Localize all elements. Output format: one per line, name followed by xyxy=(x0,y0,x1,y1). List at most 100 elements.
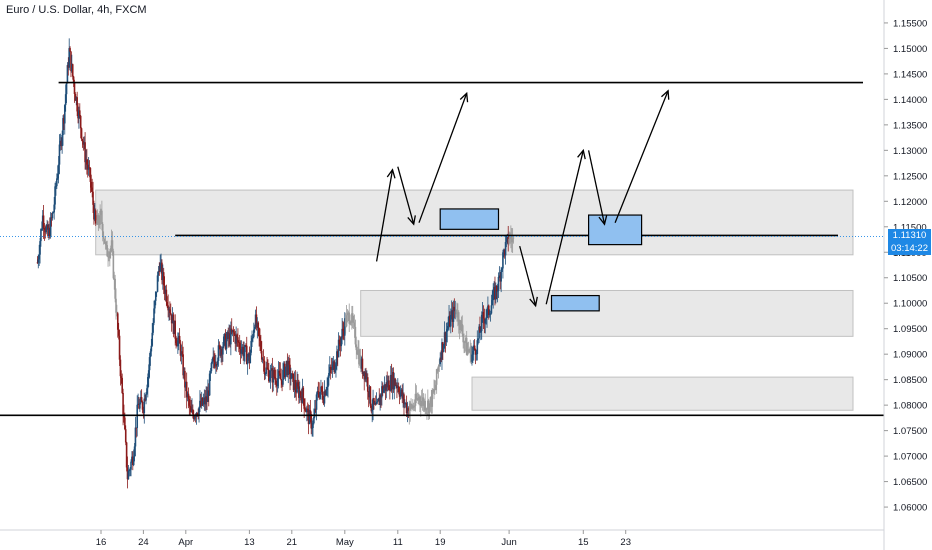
candle-body xyxy=(107,256,109,258)
projection-arrow-path xyxy=(545,150,584,305)
candle-body xyxy=(37,259,40,263)
candle-body xyxy=(461,324,464,334)
candle-body xyxy=(427,400,429,409)
candle-body xyxy=(504,241,507,256)
candle-body xyxy=(260,340,262,351)
candle-body xyxy=(489,313,492,315)
candle-body xyxy=(135,427,138,429)
candle-body xyxy=(235,335,237,344)
candle-body xyxy=(432,389,434,393)
candle-body xyxy=(136,404,139,429)
candle-body xyxy=(205,396,207,405)
candle-body xyxy=(117,329,120,336)
projection-arrow-path xyxy=(519,245,537,306)
candle-body xyxy=(127,471,130,480)
projection-arrow-head xyxy=(661,89,670,100)
candle-body xyxy=(60,140,63,147)
candle-body xyxy=(511,238,514,243)
candle-body xyxy=(377,398,380,401)
candle-body xyxy=(169,312,172,315)
price-axis[interactable]: 1.15500 1.15000 1.14500 1.14000 1.13500 1.130… xyxy=(883,0,927,550)
candle-body xyxy=(220,349,222,356)
price-tick-label: 1.15500 xyxy=(893,18,927,29)
candle-body xyxy=(378,398,381,405)
candle-body xyxy=(429,397,432,404)
candle-body xyxy=(321,391,324,400)
candle-body xyxy=(164,289,167,294)
candle-body xyxy=(92,191,94,205)
candle-body xyxy=(115,298,117,313)
candle-body xyxy=(185,381,187,388)
candle-body xyxy=(230,328,232,345)
candle-body xyxy=(209,371,212,374)
candle-body xyxy=(91,187,93,192)
candle-body xyxy=(52,212,55,214)
candle-body xyxy=(420,400,423,407)
price-tick-label: 1.07500 xyxy=(893,426,927,437)
candle-body xyxy=(196,413,199,416)
candle-body xyxy=(410,403,412,406)
time-axis[interactable]: 16 24 Apr 13 21 May 11 19 Jun 15 23 xyxy=(0,529,884,548)
candle-body xyxy=(426,408,428,410)
candle-body xyxy=(232,330,235,333)
candle-body xyxy=(326,386,328,391)
candle-body xyxy=(495,285,498,292)
candle-body xyxy=(480,314,483,332)
candle-body xyxy=(124,429,127,443)
candle-body xyxy=(228,333,230,339)
candle-body xyxy=(100,210,102,212)
candle-body xyxy=(129,469,131,471)
candle-body xyxy=(96,215,99,225)
candle-body xyxy=(469,346,472,353)
candle-body xyxy=(120,376,123,378)
candle-body xyxy=(261,359,264,361)
candle-body xyxy=(73,83,76,94)
price-tick-label: 1.08500 xyxy=(893,375,927,386)
candle-body xyxy=(101,224,104,236)
candle-body xyxy=(436,369,439,372)
candle-body xyxy=(87,167,90,170)
candle-body xyxy=(463,341,465,343)
candle-body xyxy=(425,409,427,411)
candle-body xyxy=(82,141,85,145)
candle-body xyxy=(380,395,382,398)
candle-body xyxy=(480,331,482,333)
price-tick-label: 1.13500 xyxy=(893,120,927,131)
candle-body xyxy=(306,408,308,413)
candle-body xyxy=(343,330,345,336)
candle-body xyxy=(319,391,321,398)
candle-body xyxy=(48,227,51,236)
candle-body xyxy=(339,344,342,347)
candle-body xyxy=(38,254,40,260)
candle-body xyxy=(473,345,476,350)
candle-body xyxy=(42,215,45,229)
candle-body xyxy=(310,414,313,429)
candle-body xyxy=(367,391,370,398)
time-tick-label: 16 xyxy=(96,537,107,548)
candle-body xyxy=(402,394,404,399)
candle-body xyxy=(132,456,135,466)
candle-body xyxy=(93,204,95,220)
candle-body xyxy=(55,186,57,187)
target-box xyxy=(439,208,500,230)
target-box xyxy=(550,294,600,312)
candle-body xyxy=(374,402,377,405)
candle-body xyxy=(359,355,362,369)
candle-body xyxy=(381,386,384,393)
candle-body xyxy=(262,359,265,361)
candle-body xyxy=(83,142,86,145)
bar-countdown-label: 03:14:22 xyxy=(888,242,931,256)
time-tick-label: 11 xyxy=(393,537,403,548)
candle-body xyxy=(282,369,284,385)
candle-body xyxy=(336,351,339,358)
candle-body xyxy=(272,370,275,383)
price-tick-label: 1.13000 xyxy=(893,146,927,157)
projection-arrow-path xyxy=(587,150,606,225)
candle-body xyxy=(58,144,61,165)
candle-body xyxy=(45,227,48,233)
candle-body xyxy=(273,370,275,377)
candle-body xyxy=(67,65,70,68)
candle-body xyxy=(74,93,77,101)
candle-body xyxy=(417,398,419,400)
